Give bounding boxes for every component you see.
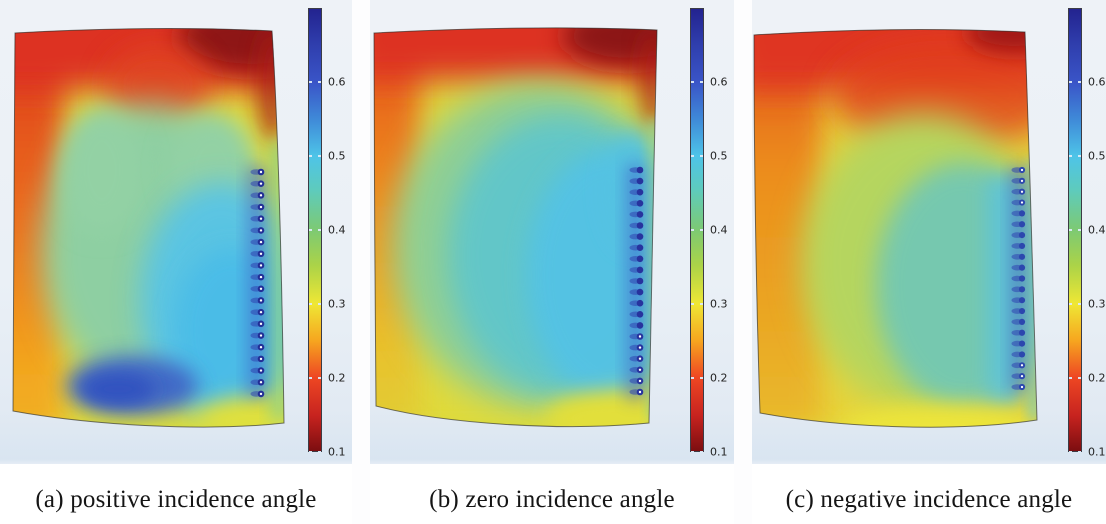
- colorbar-tick-mark: [700, 377, 703, 379]
- colorbar-tick-mark: [691, 81, 694, 83]
- colorbar-tick-label: 0.2: [710, 371, 728, 385]
- colorbar-tick-mark: [691, 451, 694, 453]
- caption-c: (c) negative incidence angle: [752, 464, 1106, 524]
- colorbar-gradient-b: [690, 8, 704, 452]
- blade-outline-c: [753, 29, 1038, 428]
- colorbar-tick-mark: [309, 229, 312, 231]
- panel-a: 0.6 0.5 0.4 0.3 0.2 0.1 (a) positive incidenc…: [0, 0, 352, 524]
- colorbar-tick-mark: [318, 451, 321, 453]
- colorbar-tick-mark: [318, 155, 321, 157]
- blade-outline-a: [12, 28, 285, 428]
- colorbar-tick-mark: [1069, 451, 1072, 453]
- colorbar-tick-label: 0.1: [1088, 445, 1106, 459]
- colorbar-tick-label: 0.5: [1088, 149, 1106, 163]
- film-cooling-holes-b: [629, 166, 644, 396]
- colorbar-tick-mark: [700, 81, 703, 83]
- caption-a: (a) positive incidence angle: [0, 464, 352, 524]
- panel-b: 0.6 0.5 0.4 0.3 0.2 0.1 (b) zero incidence an…: [370, 0, 734, 524]
- colorbar-tick-mark: [1078, 377, 1081, 379]
- colorbar-b: 0.6 0.5 0.4 0.3 0.2 0.1: [690, 8, 728, 459]
- colorbar-tick-label: 0.4: [1088, 223, 1106, 237]
- colorbar-tick-mark: [700, 229, 703, 231]
- contour-plot-negative-incidence: [753, 29, 1038, 428]
- colorbar-tick-label: 0.6: [328, 75, 346, 89]
- colorbar-tick-label: 0.3: [328, 297, 346, 311]
- colorbar-tick-label: 0.4: [710, 223, 728, 237]
- colorbar-tick-mark: [309, 377, 312, 379]
- colorbar-gradient-c: [1068, 8, 1082, 452]
- panel-gap: [352, 0, 370, 524]
- colorbar-tick-mark: [1069, 81, 1072, 83]
- colorbar-tick-label: 0.2: [328, 371, 346, 385]
- colorbar-tick-mark: [691, 229, 694, 231]
- colorbar-tick-label: 0.5: [328, 149, 346, 163]
- panel-a-plot-area: 0.6 0.5 0.4 0.3 0.2 0.1: [0, 0, 352, 464]
- panel-c: 0.6 0.5 0.4 0.3 0.2 0.1 (c) negative incidenc…: [752, 0, 1106, 524]
- colorbar-tick-label: 0.1: [710, 445, 728, 459]
- colorbar-tick-mark: [1078, 229, 1081, 231]
- colorbar-tick-label: 0.3: [1088, 297, 1106, 311]
- colorbar-tick-mark: [691, 155, 694, 157]
- colorbar-a: 0.6 0.5 0.4 0.3 0.2 0.1: [308, 8, 346, 459]
- colorbar-tick-label: 0.6: [1088, 75, 1106, 89]
- colorbar-gradient-a: [308, 8, 322, 452]
- colorbar-tick-mark: [700, 451, 703, 453]
- contour-plot-positive-incidence: [12, 28, 285, 428]
- colorbar-tick-mark: [1078, 155, 1081, 157]
- colorbar-tick-mark: [691, 377, 694, 379]
- colorbar-tick-mark: [318, 377, 321, 379]
- colorbar-tick-mark: [309, 303, 312, 305]
- colorbar-tick-label: 0.6: [710, 75, 728, 89]
- colorbar-tick-label: 0.1: [328, 445, 346, 459]
- colorbar-tick-mark: [1069, 377, 1072, 379]
- colorbar-tick-mark: [1078, 451, 1081, 453]
- film-cooling-holes-a: [250, 168, 265, 398]
- colorbar-tick-label: 0.3: [710, 297, 728, 311]
- caption-b: (b) zero incidence angle: [370, 464, 734, 524]
- colorbar-tick-mark: [700, 155, 703, 157]
- colorbar-tick-mark: [318, 81, 321, 83]
- contour-plot-zero-incidence: [373, 27, 658, 428]
- blade-outline-b: [373, 27, 658, 428]
- colorbar-tick-mark: [1069, 303, 1072, 305]
- panel-gap: [734, 0, 752, 524]
- film-cooling-holes-c: [1011, 166, 1026, 391]
- colorbar-tick-label: 0.4: [328, 223, 346, 237]
- panel-c-plot-area: 0.6 0.5 0.4 0.3 0.2 0.1: [752, 0, 1106, 464]
- colorbar-tick-label: 0.5: [710, 149, 728, 163]
- colorbar-c: 0.6 0.5 0.4 0.3 0.2 0.1: [1068, 8, 1106, 459]
- colorbar-tick-mark: [700, 303, 703, 305]
- colorbar-tick-mark: [1069, 155, 1072, 157]
- colorbar-tick-label: 0.2: [1088, 371, 1106, 385]
- colorbar-tick-mark: [1069, 229, 1072, 231]
- colorbar-tick-mark: [318, 229, 321, 231]
- colorbar-tick-mark: [691, 303, 694, 305]
- colorbar-tick-mark: [309, 81, 312, 83]
- colorbar-tick-mark: [309, 451, 312, 453]
- colorbar-tick-mark: [1078, 303, 1081, 305]
- panel-b-plot-area: 0.6 0.5 0.4 0.3 0.2 0.1: [370, 0, 734, 464]
- colorbar-tick-mark: [309, 155, 312, 157]
- colorbar-tick-mark: [318, 303, 321, 305]
- colorbar-tick-mark: [1078, 81, 1081, 83]
